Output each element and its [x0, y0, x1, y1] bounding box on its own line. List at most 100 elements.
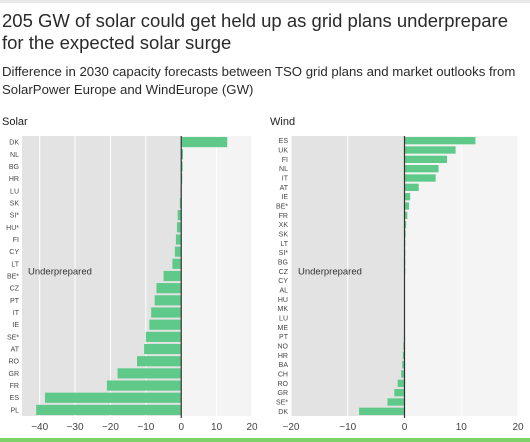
solar-category-label: BG [9, 164, 19, 171]
solar-category-label: IE [12, 322, 19, 329]
wind-x-tick-label: 0 [402, 422, 408, 433]
solar-bar [177, 210, 182, 221]
wind-bar [359, 407, 405, 415]
wind-category-label: GR [278, 390, 289, 397]
solar-bar [181, 149, 183, 160]
top-divider [0, 0, 530, 3]
solar-bar [144, 343, 182, 355]
wind-category-label: HR [278, 353, 288, 360]
solar-category-label: NL [10, 152, 19, 159]
chart-title: 205 GW of solar could get held up as gri… [2, 10, 508, 53]
wind-bar [404, 137, 476, 145]
solar-x-tick-label: −20 [102, 422, 119, 433]
solar-category-label: SI* [10, 213, 20, 220]
wind-category-label: AT [280, 185, 289, 192]
solar-bar [175, 234, 182, 245]
solar-bar [45, 392, 182, 403]
wind-category-label: AL [279, 288, 288, 295]
solar-bar [174, 246, 182, 257]
solar-bar [179, 197, 182, 209]
solar-x-tick-label: −40 [31, 422, 48, 433]
wind-category-label: UK [278, 148, 288, 155]
solar-category-label: BE* [7, 274, 19, 281]
solar-bar [117, 368, 182, 379]
solar-x-tick-label: 20 [246, 422, 258, 433]
wind-category-label: CY [278, 278, 288, 285]
wind-bar [404, 202, 410, 210]
solar-bar [163, 270, 182, 282]
wind-category-label: ME [278, 325, 289, 332]
solar-x-tick-label: −30 [67, 422, 84, 433]
chart-subtitle: Difference in 2030 capacity forecasts be… [2, 64, 516, 97]
solar-annotation: Underprepared [28, 267, 92, 278]
wind-bar [401, 370, 405, 378]
solar-bar [181, 161, 183, 172]
solar-category-label: FR [10, 383, 19, 390]
solar-category-label: GR [9, 371, 20, 378]
wind-category-label: BA [279, 362, 289, 369]
wind-x-tick-label: 10 [456, 422, 468, 433]
wind-category-label: IT [282, 176, 289, 183]
bottom-accent-bar [0, 438, 530, 442]
wind-bar [404, 155, 448, 163]
solar-bar [156, 283, 182, 294]
solar-category-label: PT [10, 298, 20, 305]
wind-category-label: BG [278, 260, 288, 267]
wind-category-label: SE* [276, 400, 288, 407]
wind-bar [402, 351, 405, 359]
solar-bar [176, 222, 182, 233]
wind-category-label: DK [278, 409, 288, 416]
wind-category-label: RO [278, 381, 289, 388]
wind-category-label: SK [279, 232, 289, 239]
solar-x-tick-label: 0 [178, 422, 184, 433]
wind-bar [404, 193, 411, 201]
wind-bar [404, 174, 436, 182]
solar-category-label: SK [10, 200, 20, 207]
solar-category-label: FI [13, 237, 19, 244]
solar-category-label: HU* [6, 225, 19, 232]
solar-category-label: IT [13, 310, 20, 317]
solar-category-label: DK [9, 140, 19, 147]
solar-bar [36, 404, 182, 415]
wind-category-label: SI* [279, 250, 289, 257]
solar-bar [106, 380, 182, 391]
solar-category-label: LU [10, 188, 19, 195]
wind-category-label: LT [280, 241, 288, 248]
wind-category-label: LU [279, 316, 288, 323]
solar-x-tick-label: 10 [211, 422, 223, 433]
wind-category-label: NL [279, 166, 288, 173]
solar-category-label: LT [11, 261, 19, 268]
solar-bar [151, 307, 182, 318]
solar-bar [172, 258, 182, 269]
solar-category-label: ES [10, 395, 20, 402]
wind-category-label: NO [278, 344, 289, 351]
wind-bar [404, 183, 419, 191]
wind-panel-title: Wind [270, 116, 296, 128]
wind-category-label: BE* [276, 204, 288, 211]
wind-category-label: XK [279, 222, 289, 229]
solar-bar [137, 356, 182, 367]
solar-category-label: HR [9, 176, 19, 183]
wind-x-tick-label: −20 [283, 422, 300, 433]
wind-bar [404, 146, 456, 154]
wind-category-label: FR [279, 213, 288, 220]
wind-bar [397, 379, 405, 387]
solar-bar [181, 137, 228, 148]
solar-bar [154, 295, 182, 306]
wind-bar [404, 221, 407, 229]
solar-panel-title: Solar [2, 116, 28, 128]
wind-category-label: FI [282, 157, 288, 164]
wind-bar [387, 398, 405, 406]
solar-x-tick-label: −10 [137, 422, 154, 433]
solar-category-label: SE* [7, 334, 19, 341]
solar-category-label: AT [11, 347, 20, 354]
solar-bar [149, 319, 182, 330]
wind-bar [404, 211, 408, 219]
wind-category-label: CZ [279, 269, 289, 276]
wind-bar [404, 165, 439, 173]
solar-category-label: CZ [10, 286, 20, 293]
wind-category-label: ES [279, 138, 289, 145]
wind-category-label: CH [278, 372, 288, 379]
solar-category-label: PL [10, 407, 19, 414]
